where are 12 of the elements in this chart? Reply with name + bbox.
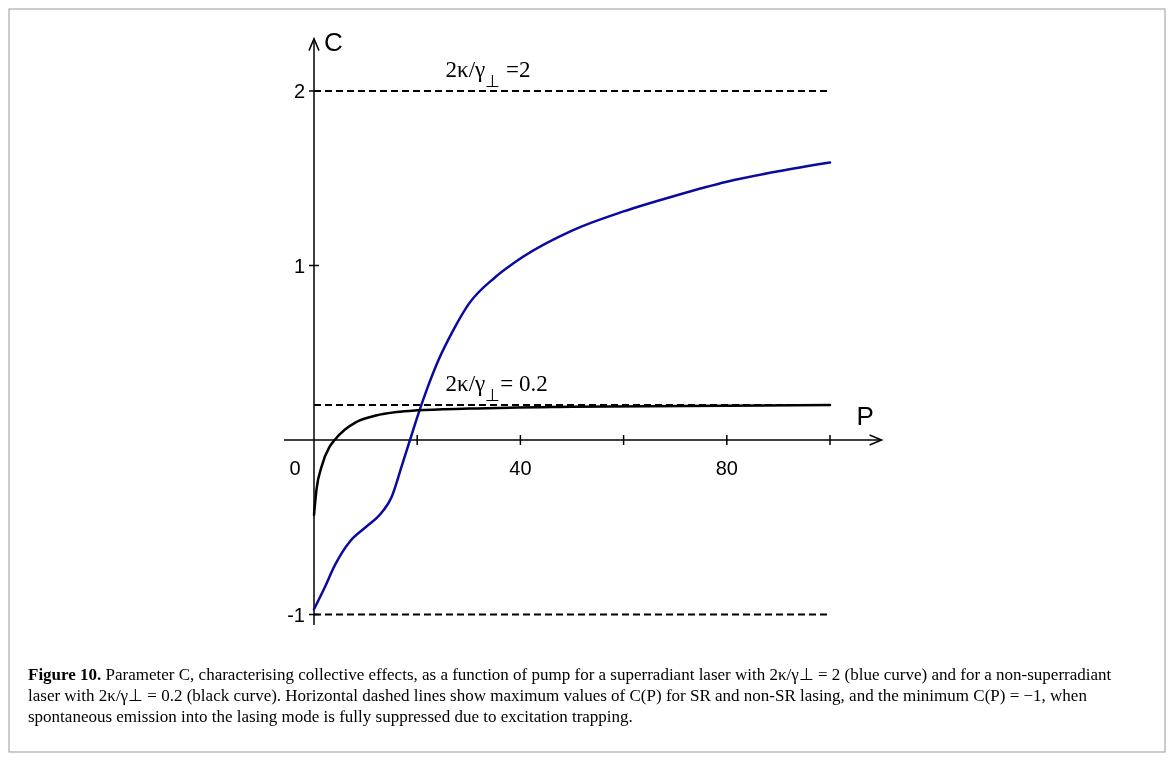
caption: Figure 10. Parameter C, characterising collective effects, as a function of pump for a superradiant laser with 2κ/γ⊥ = 2 (blue curve) and for a non-superradiant laser with 2κ/γ⊥ = 0.2 (black curve). Horizontal dashed lines show maximum values of C(P) for SR and non-SR lasing, and the minimum C(P) = −1, when spontaneous emission into the lasing mode is fully suppressed due to excitation trapping. xyxy=(28,665,1112,726)
x-tick-label: 0 xyxy=(289,457,301,479)
y-tick-label: 1 xyxy=(293,254,305,277)
x-tick-label: 80 xyxy=(715,457,738,479)
ref-line-label: 2κ/γ$_{⊥}$ =2 xyxy=(445,57,531,91)
y-tick-label: 2 xyxy=(293,80,305,102)
x-tick-label: 40 xyxy=(509,457,532,479)
line-series xyxy=(312,161,832,611)
x-axis-title: P xyxy=(856,401,874,431)
y-axis-title: C xyxy=(324,26,343,57)
y-tick-label: -1 xyxy=(287,603,305,626)
ref-line-label: 2κ/γ$_{⊥}$= 0.2 xyxy=(445,371,548,405)
